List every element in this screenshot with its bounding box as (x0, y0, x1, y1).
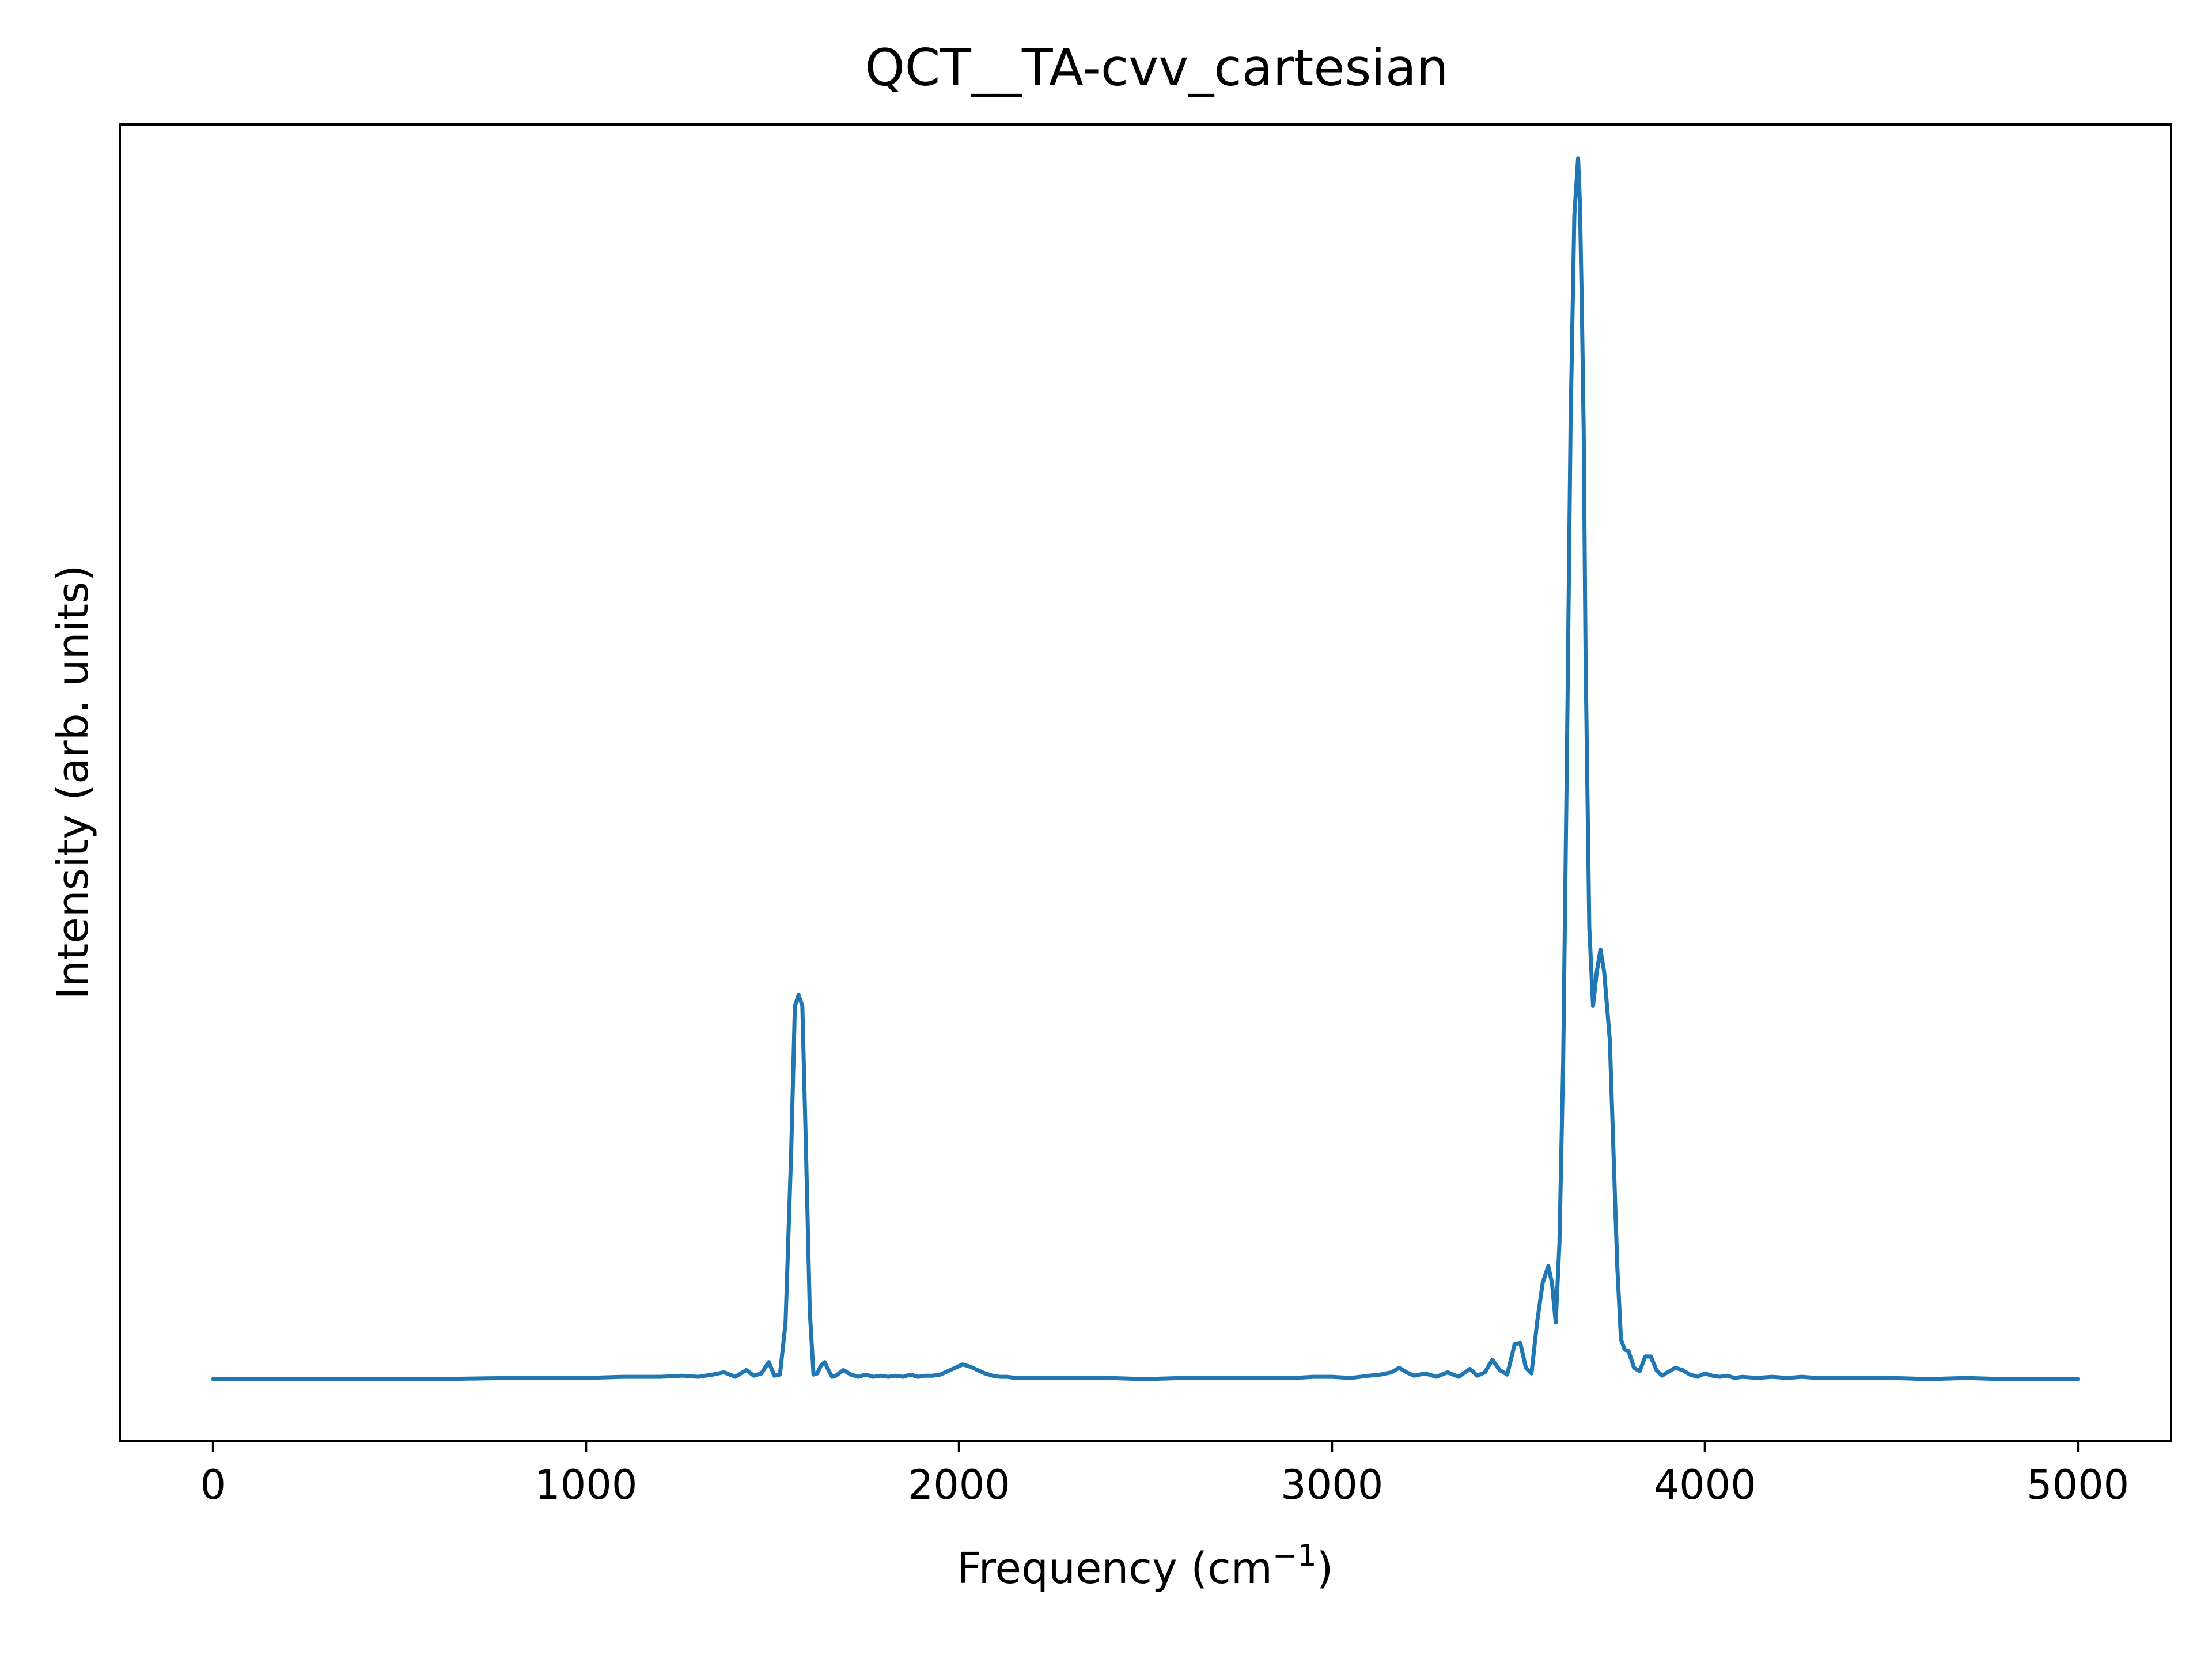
y-axis-label: Intensity (arb. units) (48, 565, 98, 999)
x-tick-label: 1000 (535, 1461, 637, 1509)
x-axis-label-close: ) (1317, 1544, 1334, 1593)
x-axis-label-main: Frequency (cm (957, 1544, 1272, 1593)
x-axis-label-superscript: −1 (1272, 1539, 1317, 1573)
x-axis-label: Frequency (cm−1) (957, 1539, 1334, 1593)
x-axis-ticks: 0 1000 2000 3000 4000 5000 (200, 1441, 2129, 1509)
x-tick-label: 3000 (1281, 1461, 1383, 1509)
spectrum-line-0 (211, 156, 2080, 1381)
axes-frame (119, 123, 2172, 1442)
x-tick-label: 2000 (908, 1461, 1010, 1509)
plot-area (211, 156, 2080, 1381)
x-tick-label: 4000 (1654, 1461, 1756, 1509)
x-tick-label: 5000 (2027, 1461, 2129, 1509)
x-tick-label: 0 (200, 1461, 226, 1509)
chart-title: QCT__TA-cvv_cartesian (865, 38, 1448, 97)
